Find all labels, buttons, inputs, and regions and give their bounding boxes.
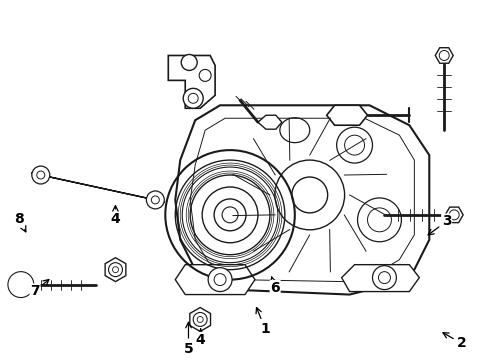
Text: 2: 2 bbox=[442, 333, 465, 350]
Polygon shape bbox=[258, 115, 281, 129]
Circle shape bbox=[372, 266, 396, 289]
Text: 6: 6 bbox=[270, 277, 280, 294]
Polygon shape bbox=[12, 275, 29, 294]
Polygon shape bbox=[434, 48, 452, 63]
Polygon shape bbox=[175, 265, 254, 294]
Circle shape bbox=[8, 272, 34, 298]
Text: 4: 4 bbox=[110, 206, 120, 226]
Circle shape bbox=[183, 88, 203, 108]
Circle shape bbox=[199, 69, 211, 81]
Text: 7: 7 bbox=[30, 279, 49, 298]
Circle shape bbox=[208, 268, 232, 292]
Polygon shape bbox=[31, 173, 165, 202]
Circle shape bbox=[146, 191, 164, 209]
Polygon shape bbox=[189, 307, 210, 332]
Circle shape bbox=[108, 263, 122, 276]
Text: 5: 5 bbox=[183, 322, 193, 356]
Text: 8: 8 bbox=[15, 212, 26, 232]
Circle shape bbox=[32, 166, 50, 184]
Polygon shape bbox=[168, 55, 215, 108]
Polygon shape bbox=[175, 105, 428, 294]
Circle shape bbox=[193, 312, 207, 327]
Polygon shape bbox=[326, 105, 367, 125]
Text: 4: 4 bbox=[195, 329, 205, 347]
Polygon shape bbox=[105, 258, 125, 282]
Polygon shape bbox=[444, 207, 462, 222]
Circle shape bbox=[181, 54, 197, 71]
Text: 3: 3 bbox=[427, 214, 450, 235]
Text: 1: 1 bbox=[256, 307, 269, 336]
Polygon shape bbox=[341, 265, 419, 292]
